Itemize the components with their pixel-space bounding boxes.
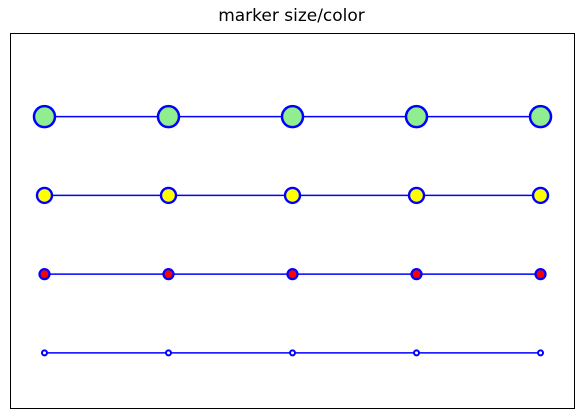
series-4-marker: [156, 104, 181, 129]
series-3-marker: [407, 186, 426, 205]
series-2: [38, 268, 547, 281]
series-layer: [32, 104, 553, 357]
series-1-marker: [40, 349, 48, 357]
series-3-marker: [531, 186, 550, 205]
chart-title: marker size/color: [218, 6, 365, 26]
series-2-marker: [410, 268, 423, 281]
series-1-marker: [413, 349, 421, 357]
series-1-marker: [164, 349, 172, 357]
series-3: [35, 186, 550, 205]
series-1-marker: [289, 349, 296, 357]
series-1-marker: [537, 349, 545, 357]
series-4: [32, 104, 553, 129]
series-4-marker: [528, 104, 553, 129]
series-2-marker: [38, 268, 51, 281]
plot-area-frame: [10, 33, 575, 409]
series-3-marker: [159, 186, 178, 205]
series-2-marker: [534, 268, 547, 281]
series-1: [40, 349, 545, 357]
series-4-marker: [32, 104, 57, 129]
series-2-marker: [162, 268, 175, 281]
series-3-marker: [283, 186, 302, 205]
series-4-marker: [404, 104, 429, 129]
series-3-marker: [35, 186, 54, 205]
series-4-marker: [280, 104, 305, 129]
series-2-marker: [286, 268, 299, 281]
